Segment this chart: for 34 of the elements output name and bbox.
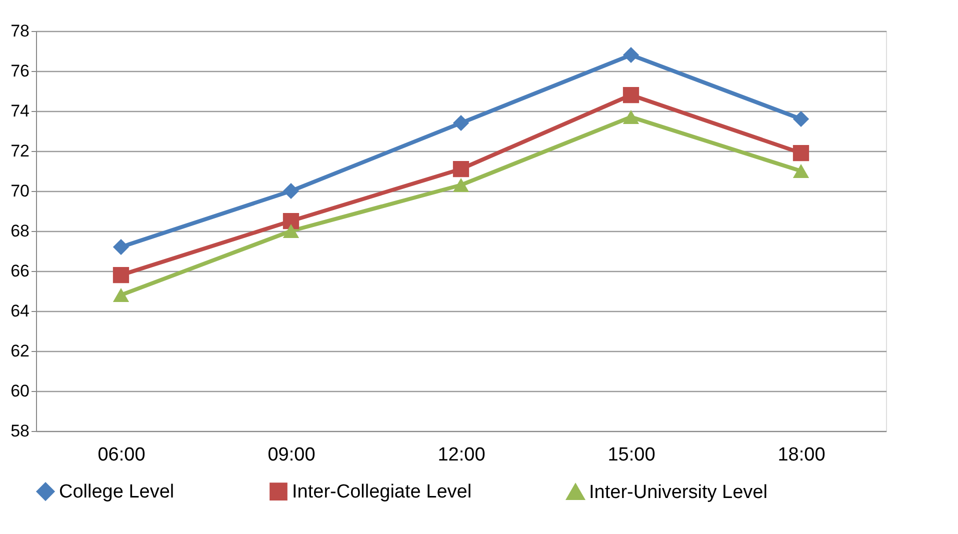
point (282, 182, 300, 200)
y-tick-label: 66 (10, 262, 30, 280)
point (622, 110, 640, 124)
point (622, 86, 640, 104)
legend-label: Inter-Collegiate Level (292, 482, 472, 503)
y-tick-label: 62 (10, 342, 30, 360)
point (112, 266, 130, 284)
point (282, 224, 300, 238)
y-tick-label: 60 (10, 382, 30, 400)
point (282, 212, 300, 230)
point (452, 114, 470, 132)
y-tick-label: 64 (10, 302, 30, 320)
y-tick-label: 68 (10, 222, 30, 240)
y-tick-label: 58 (10, 422, 30, 440)
point (112, 238, 130, 256)
point (452, 160, 470, 178)
point (622, 46, 640, 64)
y-tick-label: 70 (10, 182, 30, 200)
x-tick-label: 09:00 (268, 444, 316, 466)
point (452, 178, 470, 192)
y-tick-label: 72 (10, 142, 30, 160)
y-tick-label: 74 (10, 102, 30, 120)
point (112, 288, 130, 302)
y-tick-label: 76 (10, 62, 30, 80)
x-tick-label: 06:00 (98, 444, 146, 466)
point (792, 144, 810, 162)
y-tick-label: 78 (10, 22, 30, 40)
x-tick-label: 18:00 (778, 444, 826, 466)
legend-label: College Level (59, 482, 174, 503)
x-tick-label: 15:00 (608, 444, 656, 466)
x-tick-label: 12:00 (438, 444, 486, 466)
point (792, 164, 810, 178)
legend-label: Inter-University Level (589, 482, 768, 504)
point (792, 110, 810, 128)
